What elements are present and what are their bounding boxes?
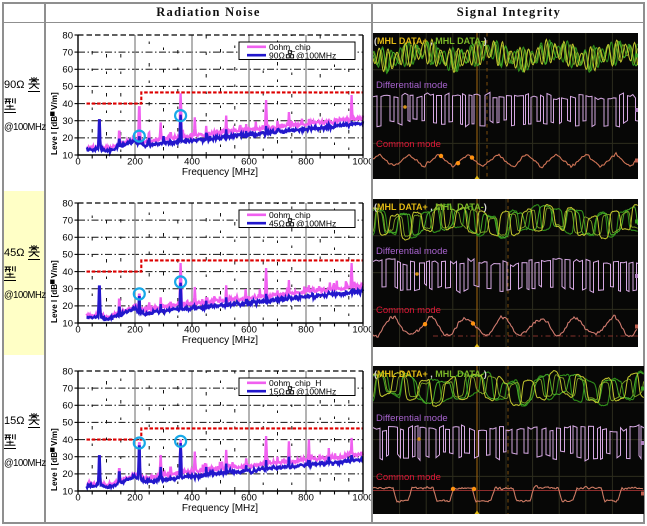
svg-text:V/m]: V/m] [50, 92, 59, 110]
svg-text:Differential mode: Differential mode [376, 80, 448, 91]
svg-text:0ohm_chip_H: 0ohm_chip_H [269, 378, 321, 388]
svg-text:0ohm_chip: 0ohm_chip [269, 210, 311, 220]
svg-text:70: 70 [62, 47, 73, 58]
svg-text:50: 50 [62, 82, 73, 93]
svg-text:Common mode: Common mode [376, 305, 441, 316]
svg-text:20: 20 [62, 133, 73, 144]
svg-text:Common mode: Common mode [376, 472, 441, 483]
svg-text:600: 600 [241, 325, 257, 336]
svg-text:70: 70 [62, 215, 73, 226]
svg-text:90Ω: 90Ω [269, 50, 285, 60]
svg-text:80: 80 [62, 30, 73, 41]
svg-text:1000: 1000 [352, 157, 371, 168]
svg-text:Leve l [dB: Leve l [dB [50, 284, 59, 323]
svg-text:400: 400 [184, 157, 200, 168]
svg-text:Differential mode: Differential mode [376, 246, 448, 257]
svg-text:70: 70 [62, 383, 73, 394]
svg-text:800: 800 [298, 325, 314, 336]
svg-text:30: 30 [62, 284, 73, 295]
svg-text:@100MHz: @100MHz [296, 386, 336, 396]
svg-text:(MHL DATA+ , MHL DATA-): (MHL DATA+ , MHL DATA-) [374, 202, 487, 212]
svg-text:600: 600 [241, 493, 257, 504]
svg-text:V/m]: V/m] [50, 260, 59, 278]
svg-text:45Ω: 45Ω [269, 218, 285, 228]
svg-text:80: 80 [62, 366, 73, 377]
svg-text:Differential mode: Differential mode [376, 413, 448, 424]
svg-text:Leve l [dB: Leve l [dB [50, 116, 59, 155]
svg-text:50: 50 [62, 250, 73, 261]
svg-text:50: 50 [62, 418, 73, 429]
svg-text:1000: 1000 [352, 325, 371, 336]
svg-text:(MHL DATA+ , MHL DATA-): (MHL DATA+ , MHL DATA-) [374, 36, 487, 46]
svg-text:10: 10 [62, 486, 73, 497]
svg-text:Frequency [MHz]: Frequency [MHz] [182, 335, 258, 346]
svg-text:Common mode: Common mode [376, 139, 441, 150]
svg-text:@100MHz: @100MHz [296, 50, 336, 60]
svg-text:40: 40 [62, 267, 73, 278]
svg-text:200: 200 [127, 493, 143, 504]
svg-text:0ohm_chip: 0ohm_chip [269, 42, 311, 52]
svg-text:Frequency [MHz]: Frequency [MHz] [182, 503, 258, 514]
svg-text:400: 400 [184, 493, 200, 504]
svg-text:60: 60 [62, 401, 73, 412]
svg-text:15Ω: 15Ω [269, 386, 285, 396]
svg-text:800: 800 [298, 157, 314, 168]
svg-text:200: 200 [127, 325, 143, 336]
svg-text:60: 60 [62, 65, 73, 76]
svg-text:@100MHz: @100MHz [296, 218, 336, 228]
svg-text:V/m]: V/m] [50, 428, 59, 446]
svg-text:20: 20 [62, 469, 73, 480]
svg-text:200: 200 [127, 157, 143, 168]
svg-text:(MHL DATA+ , MHL DATA-): (MHL DATA+ , MHL DATA-) [374, 369, 487, 379]
svg-text:600: 600 [241, 157, 257, 168]
svg-text:10: 10 [62, 318, 73, 329]
svg-text:0: 0 [75, 325, 80, 336]
svg-text:Frequency [MHz]: Frequency [MHz] [182, 167, 258, 178]
svg-text:80: 80 [62, 198, 73, 209]
svg-text:10: 10 [62, 150, 73, 161]
svg-text:Leve l [dB: Leve l [dB [50, 452, 59, 491]
svg-text:60: 60 [62, 233, 73, 244]
svg-text:30: 30 [62, 452, 73, 463]
svg-text:30: 30 [62, 116, 73, 127]
svg-text:1000: 1000 [352, 493, 371, 504]
svg-text:400: 400 [184, 325, 200, 336]
svg-text:20: 20 [62, 301, 73, 312]
svg-text:0: 0 [75, 493, 80, 504]
svg-text:40: 40 [62, 99, 73, 110]
svg-text:0: 0 [75, 157, 80, 168]
svg-text:40: 40 [62, 435, 73, 446]
svg-text:800: 800 [298, 493, 314, 504]
